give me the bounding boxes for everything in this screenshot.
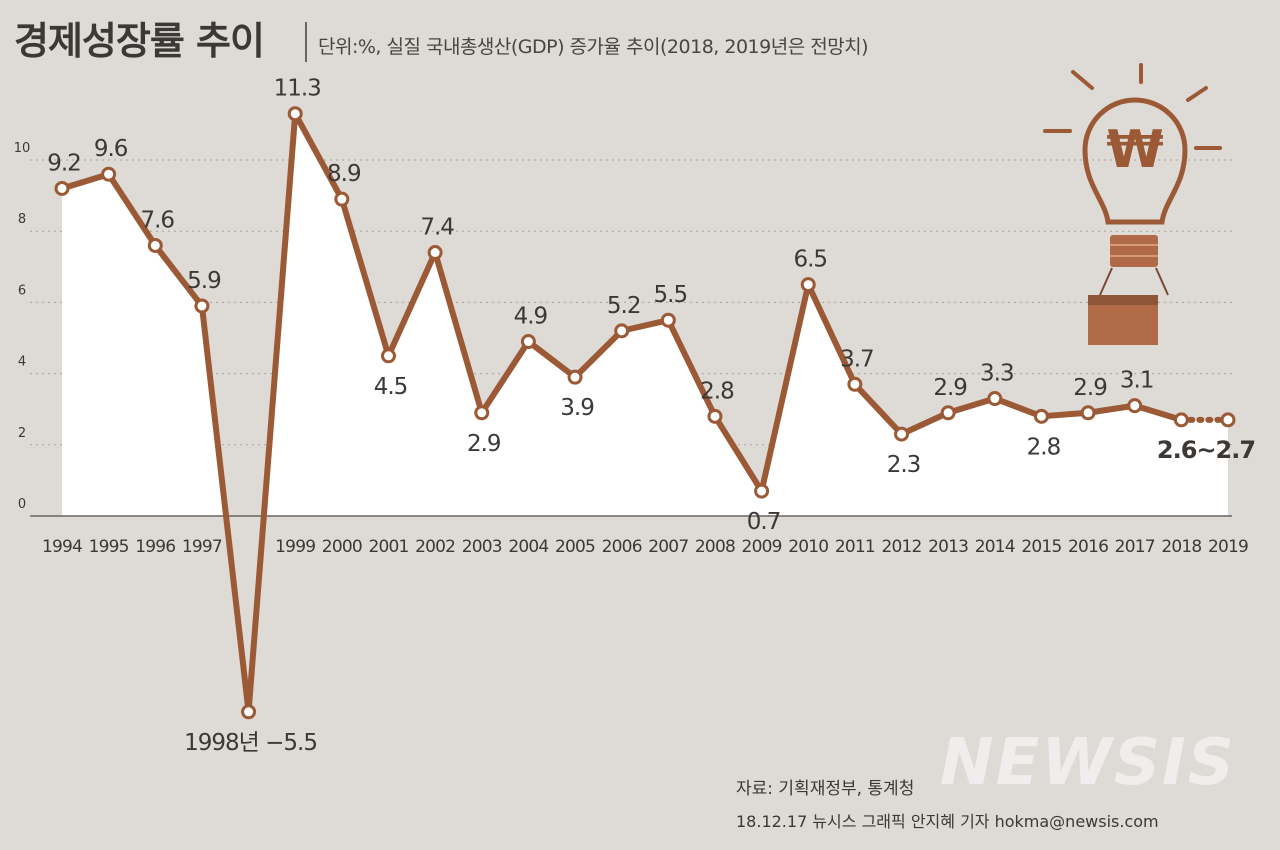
x-tick-label: 2008	[695, 537, 735, 557]
y-tick-label: 4	[18, 355, 26, 370]
label-layer: 9.2 9.6 7.6 5.9 1998년 −5.5 11.3 8.9 4.5 7.4 2.9 4.…	[47, 76, 1256, 756]
data-point	[427, 245, 443, 261]
data-point	[940, 405, 956, 421]
x-tick-label: 2010	[788, 537, 828, 557]
y-tick-label: 2	[18, 426, 26, 441]
data-point	[287, 106, 303, 122]
x-tick-label: 2019	[1208, 537, 1248, 557]
data-point	[894, 426, 910, 442]
data-label: 7.4	[420, 215, 454, 241]
x-tick-label: 2007	[648, 537, 688, 557]
data-label: 1998년 −5.5	[184, 730, 317, 756]
x-tick-label: 1994	[42, 537, 82, 557]
data-point	[567, 369, 583, 385]
data-label: 7.6	[140, 207, 174, 233]
credit-note: 18.12.17 뉴시스 그래픽 안지혜 기자 hokma@newsis.com	[736, 812, 1159, 831]
data-point	[707, 408, 723, 424]
data-point	[54, 180, 70, 196]
data-label: 2.9	[467, 431, 501, 457]
lightbulb-won-icon: ₩	[1043, 63, 1222, 345]
source-note: 자료: 기획재정부, 통계청	[736, 779, 915, 799]
data-label: 3.1	[1120, 368, 1154, 394]
data-label: 5.2	[607, 293, 641, 319]
title-divider	[305, 22, 307, 62]
data-point	[614, 323, 630, 339]
y-tick-label: 0	[18, 497, 26, 512]
x-tick-label: 2015	[1021, 537, 1061, 557]
x-tick-label: 2009	[742, 537, 782, 557]
data-label: 2.9	[933, 375, 967, 401]
x-tick-label: 1997	[182, 537, 222, 557]
data-point	[241, 704, 257, 720]
area-layer	[62, 113, 1228, 516]
x-tick-label: 2004	[508, 537, 548, 557]
chart-subtitle: 단위:%, 실질 국내총생산(GDP) 증가율 추이(2018, 2019년은 …	[318, 36, 869, 58]
y-tick-label: 10	[14, 141, 31, 156]
data-label: 2.6~2.7	[1157, 436, 1255, 464]
y-tick-label: 8	[18, 212, 26, 227]
data-label: 8.9	[327, 161, 361, 187]
x-tick-label: 2005	[555, 537, 595, 557]
x-tick-label: 1995	[89, 537, 129, 557]
watermark: NEWSIS	[940, 726, 1236, 800]
x-tick-label: 2001	[368, 537, 408, 557]
x-tick-label: 2013	[928, 537, 968, 557]
x-tick-label: 2002	[415, 537, 455, 557]
data-point	[1080, 405, 1096, 421]
data-label: 3.9	[560, 395, 594, 421]
data-point	[380, 348, 396, 364]
data-label: 0.7	[747, 509, 781, 535]
x-tick-label: 2016	[1068, 537, 1108, 557]
data-point	[1127, 398, 1143, 414]
x-tick-label: 2014	[975, 537, 1015, 557]
data-label: 3.3	[980, 361, 1014, 387]
x-tick-label: 2018	[1161, 537, 1201, 557]
data-label: 9.2	[47, 150, 81, 176]
data-point	[800, 277, 816, 293]
x-tick-label: 2011	[835, 537, 875, 557]
data-label: 4.5	[374, 374, 408, 400]
data-label: 11.3	[274, 76, 321, 102]
x-tick-label: 2017	[1115, 537, 1155, 557]
won-glyph: ₩	[1106, 120, 1163, 180]
data-label: 9.6	[94, 136, 128, 162]
data-label: 6.5	[793, 247, 827, 273]
x-tick-label: 2006	[602, 537, 642, 557]
data-point	[660, 312, 676, 328]
data-label: 3.7	[840, 346, 874, 372]
data-point	[520, 334, 536, 350]
x-tick-label: 2003	[462, 537, 502, 557]
data-point	[474, 405, 490, 421]
x-tick-label: 2012	[881, 537, 921, 557]
x-tick-label: 2000	[322, 537, 362, 557]
data-label: 2.9	[1073, 375, 1107, 401]
point-layer	[54, 106, 1236, 720]
area-fill	[62, 113, 1228, 516]
data-label: 2.8	[700, 378, 734, 404]
x-tick-label: 1999	[275, 537, 315, 557]
y-tick-label: 6	[18, 283, 26, 298]
data-label: 2.3	[887, 452, 921, 478]
data-label: 5.5	[654, 282, 688, 308]
data-point	[147, 237, 163, 253]
data-point	[194, 298, 210, 314]
data-point	[1033, 408, 1049, 424]
data-point	[847, 376, 863, 392]
data-label: 4.9	[514, 304, 548, 330]
data-point	[334, 191, 350, 207]
axis-layer: 1994 1995 1996 1997 1999 2000 2001 2002 2003 2004…	[30, 515, 1249, 557]
data-point	[1220, 412, 1236, 428]
x-tick-label: 1996	[135, 537, 175, 557]
chart-title: 경제성장률 추이	[14, 19, 265, 63]
data-label: 5.9	[187, 268, 221, 294]
data-point	[1173, 412, 1189, 428]
data-point	[987, 391, 1003, 407]
data-label: 2.8	[1027, 434, 1061, 460]
data-point	[101, 166, 117, 182]
data-point	[754, 483, 770, 499]
